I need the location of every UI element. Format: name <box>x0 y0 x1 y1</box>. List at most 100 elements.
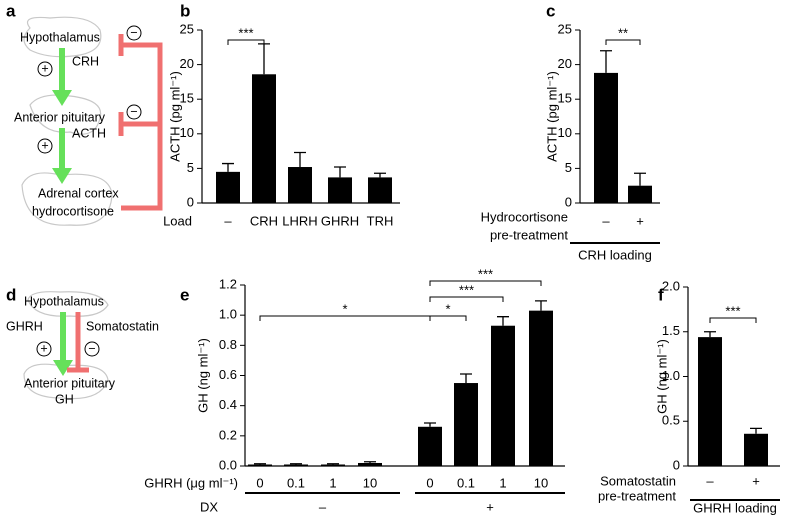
y-axis-title: ACTH (pg ml⁻¹) <box>544 71 559 162</box>
sign: − <box>130 104 137 118</box>
bar <box>744 433 768 466</box>
significance-label: *** <box>478 266 493 281</box>
diagram-d-arrows <box>53 312 89 376</box>
x-tick-label: 10 <box>363 475 377 490</box>
x-row-label: Load <box>163 213 192 228</box>
error-bar <box>334 166 346 178</box>
bar <box>288 167 312 203</box>
error-bar <box>327 463 339 465</box>
group-label: CRH loading <box>578 247 652 262</box>
diagram-label: Somatostatin <box>86 319 159 333</box>
error-bar <box>600 50 612 73</box>
y-tick-label: 0.0 <box>219 457 237 472</box>
panel-label: f <box>658 285 664 304</box>
y-tick-label: 0.6 <box>219 367 237 382</box>
y-tick-label: 0 <box>565 194 572 209</box>
bar <box>628 185 652 203</box>
x-row-label: pre-treatment <box>490 227 568 242</box>
sign: + <box>40 341 47 355</box>
panel-label: d <box>6 285 16 304</box>
y-tick-label: 15 <box>558 91 572 106</box>
significance-bracket <box>605 39 641 45</box>
x-tick-label: 10 <box>534 475 548 490</box>
significance-bracket <box>429 280 542 286</box>
bar <box>358 462 382 466</box>
error-bar <box>290 463 302 465</box>
x-tick-label: 0.1 <box>287 475 305 490</box>
y-tick-label: 15 <box>180 91 194 106</box>
panel-label: a <box>6 1 16 20</box>
bar <box>418 426 442 466</box>
diagram-a <box>21 16 113 226</box>
error-bar <box>374 172 386 178</box>
error-bar <box>750 427 762 434</box>
bar <box>454 383 478 466</box>
group-label: + <box>486 499 494 514</box>
bar <box>698 337 722 466</box>
diagram-label: Hypothalamus <box>20 30 100 44</box>
x-tick-label: GHRH <box>321 213 359 228</box>
y-tick-label: 25 <box>180 21 194 36</box>
sign: + <box>41 61 48 75</box>
y-tick-label: 0.4 <box>219 397 237 412</box>
x-tick-label: + <box>752 473 760 488</box>
y-axis-title: GH (ng ml⁻¹) <box>654 339 669 414</box>
bar <box>491 325 515 466</box>
error-bar <box>634 172 646 186</box>
y-tick-label: 2.0 <box>662 278 680 293</box>
error-bar <box>254 463 266 465</box>
diagram-label: GHRH <box>6 319 43 333</box>
y-tick-label: 1.2 <box>219 276 237 291</box>
y-tick-label: 0.8 <box>219 337 237 352</box>
diagram-label: Hypothalamus <box>24 294 104 308</box>
group-label: GHRH loading <box>693 500 777 515</box>
y-tick-label: 0 <box>187 194 194 209</box>
diagram-label: hydrocortisone <box>32 204 114 218</box>
error-bar <box>460 373 472 384</box>
x-tick-label: + <box>636 213 644 228</box>
significance-label: * <box>445 301 450 316</box>
x-row-label: GHRH (μg ml⁻¹) <box>144 475 238 490</box>
y-tick-label: 1.0 <box>662 368 680 383</box>
error-bar <box>222 162 234 172</box>
y-axis-title: ACTH (pg ml⁻¹) <box>167 71 182 162</box>
y-tick-label: 1.5 <box>662 323 680 338</box>
significance-bracket <box>429 315 467 321</box>
bar <box>248 464 272 466</box>
bar <box>328 177 352 203</box>
y-axis-title: GH (ng ml⁻¹) <box>195 338 210 413</box>
error-bar <box>258 43 270 75</box>
significance-bracket <box>259 315 431 321</box>
x-tick-label: 0 <box>426 475 433 490</box>
sign: − <box>88 341 95 355</box>
bar <box>284 464 308 466</box>
significance-label: *** <box>725 303 740 318</box>
error-bar <box>294 151 306 168</box>
diagram-label: Adrenal cortex <box>38 186 119 200</box>
error-bar <box>424 422 436 427</box>
x-tick-label: 1 <box>499 475 506 490</box>
x-tick-label: CRH <box>250 213 278 228</box>
error-bar <box>704 331 716 338</box>
x-tick-label: 0 <box>256 475 263 490</box>
y-tick-label: 1.0 <box>219 307 237 322</box>
bar <box>216 171 240 203</box>
x-row-label: Somatostatin <box>600 473 676 488</box>
panel-label: c <box>546 1 555 20</box>
diagram-label: CRH <box>72 54 99 68</box>
diagram-label: Anterior pituitary <box>14 110 106 124</box>
error-bar <box>535 300 547 311</box>
significance-label: *** <box>459 282 474 297</box>
sign: − <box>130 25 137 39</box>
y-tick-label: 0 <box>673 457 680 472</box>
y-tick-label: 5 <box>565 160 572 175</box>
diagram-label: GH <box>55 392 74 406</box>
bar <box>252 74 276 204</box>
significance-label: *** <box>238 25 253 40</box>
significance-bracket <box>709 317 757 323</box>
diagram-label: Anterior pituitary <box>24 376 116 390</box>
bar <box>368 177 392 203</box>
x-tick-label: TRH <box>367 213 394 228</box>
